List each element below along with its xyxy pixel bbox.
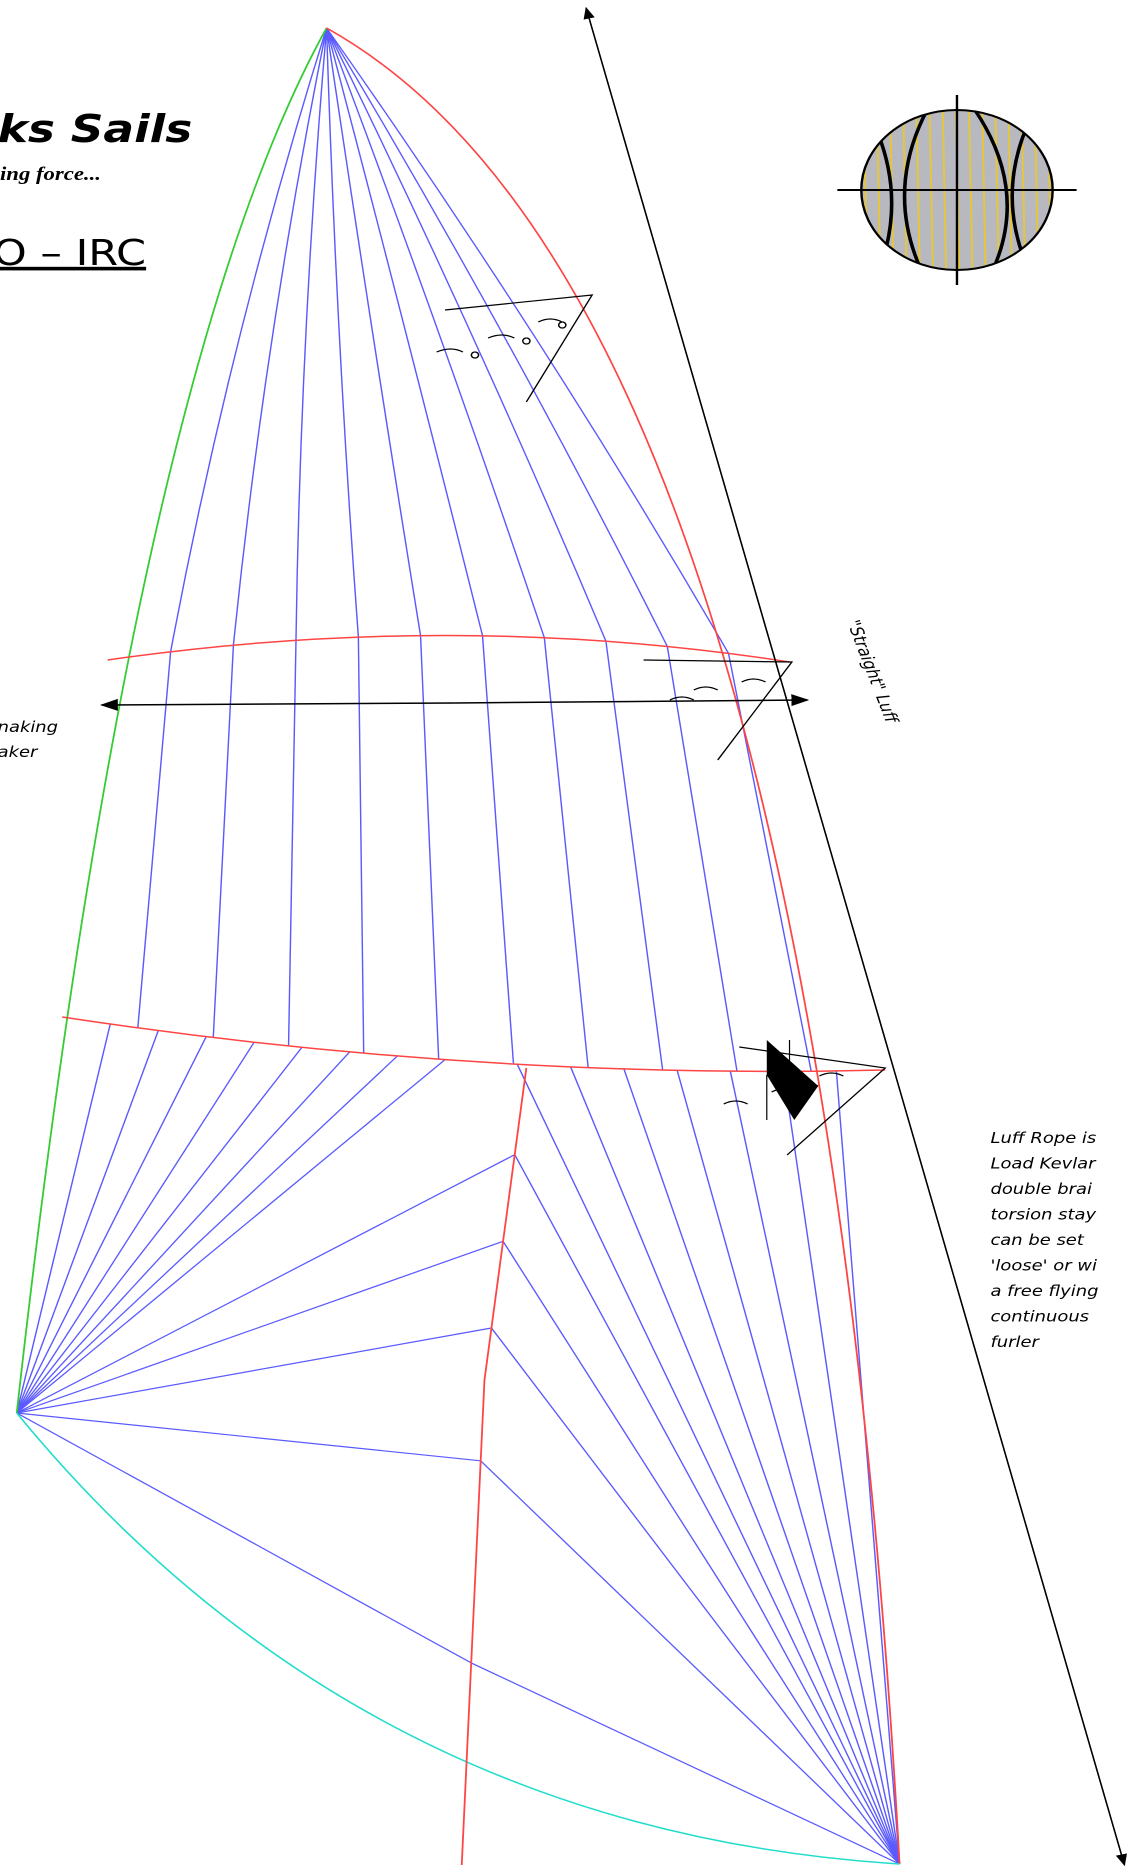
seam (325, 27, 738, 1072)
seam (325, 27, 515, 1065)
seam (502, 1241, 901, 1865)
seam (16, 1412, 481, 1462)
seam (325, 27, 440, 1060)
seam (16, 1041, 255, 1414)
seam (16, 1030, 159, 1414)
seam (16, 1051, 351, 1414)
seam (514, 1154, 901, 1865)
seam (16, 1327, 492, 1414)
seam (325, 27, 812, 1072)
cloth-icon (837, 95, 1077, 285)
note-line: furler (990, 1333, 1040, 1350)
seam (137, 27, 328, 1028)
seam (16, 1240, 504, 1414)
seam (470, 1662, 900, 1865)
note-line: naking (0, 718, 58, 735)
width-arrow (99, 698, 455, 711)
note-line: can be set (990, 1231, 1084, 1248)
note-line: torsion stay (990, 1206, 1096, 1223)
luff-label: "Straight" Luff (843, 618, 903, 727)
seam (325, 27, 589, 1068)
note-line: continuous (990, 1308, 1089, 1325)
brand: ks Sails (0, 107, 192, 151)
note-line: aker (0, 743, 39, 760)
seam (325, 27, 365, 1054)
seam (325, 27, 664, 1071)
seam (16, 1154, 516, 1414)
model: O – IRC (0, 232, 146, 274)
luff-arrow (585, 7, 1127, 1867)
seam (480, 1460, 901, 1865)
seam (516, 1063, 901, 1865)
seam (16, 1059, 446, 1414)
seam (287, 27, 328, 1046)
seam (569, 1066, 901, 1865)
seam (16, 1046, 303, 1414)
note-line: double brai (990, 1180, 1092, 1197)
foot-edge (16, 1412, 900, 1865)
seam (782, 1071, 901, 1865)
panel-seams (16, 27, 901, 1865)
leech-line-icon (766, 1040, 819, 1120)
seam (16, 1412, 472, 1664)
note-line: a free flying (990, 1282, 1098, 1299)
note-line: Load Kevlar (990, 1155, 1096, 1172)
seam (623, 1068, 901, 1865)
seam (212, 27, 328, 1038)
note-line: 'loose' or wi (990, 1257, 1097, 1274)
leech-line-icon (766, 1040, 819, 1120)
telltales (436, 294, 887, 1156)
tagline: ing force... (0, 163, 101, 185)
seam (16, 1023, 111, 1414)
seam (835, 1070, 901, 1865)
lower-seam (62, 1016, 886, 1073)
vertical-seam (460, 1067, 528, 1866)
luff-edge (15, 27, 328, 1414)
seam (490, 1327, 901, 1865)
seam (16, 1055, 398, 1414)
leech-edge (326, 27, 901, 1865)
seam (16, 1036, 207, 1414)
upper-seam (107, 634, 790, 663)
seam (676, 1070, 901, 1865)
note-line: Luff Rope is (990, 1129, 1096, 1146)
width-arrow (454, 694, 810, 707)
seam (729, 1071, 901, 1865)
luff-note: Luff Rope is Load Kevlar double brai torsio… (990, 1129, 1098, 1350)
